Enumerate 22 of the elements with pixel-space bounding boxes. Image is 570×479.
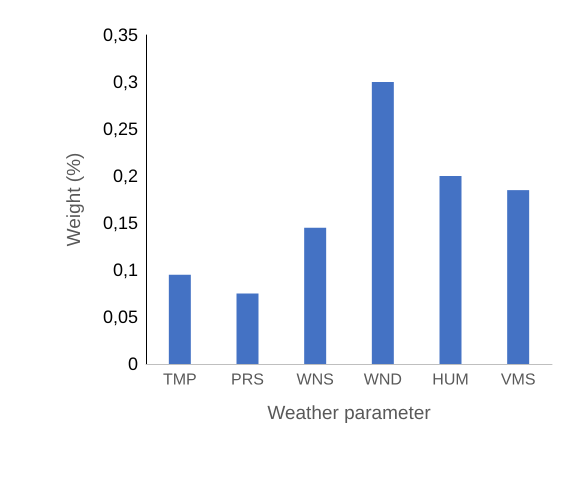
bar bbox=[372, 82, 394, 364]
bar bbox=[304, 228, 326, 364]
y-tick-label: 0,25 bbox=[102, 119, 138, 139]
y-tick-label: 0,35 bbox=[102, 25, 138, 45]
y-tick-label: 0,15 bbox=[102, 213, 138, 233]
y-tick-label: 0,2 bbox=[112, 166, 138, 186]
x-tick-label: PRS bbox=[231, 372, 264, 388]
x-tick-label: WND bbox=[364, 372, 402, 388]
x-tick-label: WNS bbox=[296, 372, 334, 388]
bar bbox=[507, 190, 530, 364]
x-tick-label: VMS bbox=[500, 372, 536, 388]
x-tick-label: TMP bbox=[162, 372, 197, 388]
y-tick-label: 0,05 bbox=[102, 307, 138, 327]
y-axis-title: Weight (%) bbox=[64, 152, 85, 246]
y-tick-label: 0 bbox=[128, 354, 138, 374]
bar bbox=[168, 274, 191, 364]
y-tick-label: 0,3 bbox=[112, 72, 138, 92]
x-tick-label: HUM bbox=[432, 372, 469, 388]
bar bbox=[236, 294, 258, 364]
x-axis-title: Weather parameter bbox=[267, 403, 432, 424]
bar bbox=[440, 176, 462, 364]
y-tick-label: 0,1 bbox=[112, 260, 138, 280]
